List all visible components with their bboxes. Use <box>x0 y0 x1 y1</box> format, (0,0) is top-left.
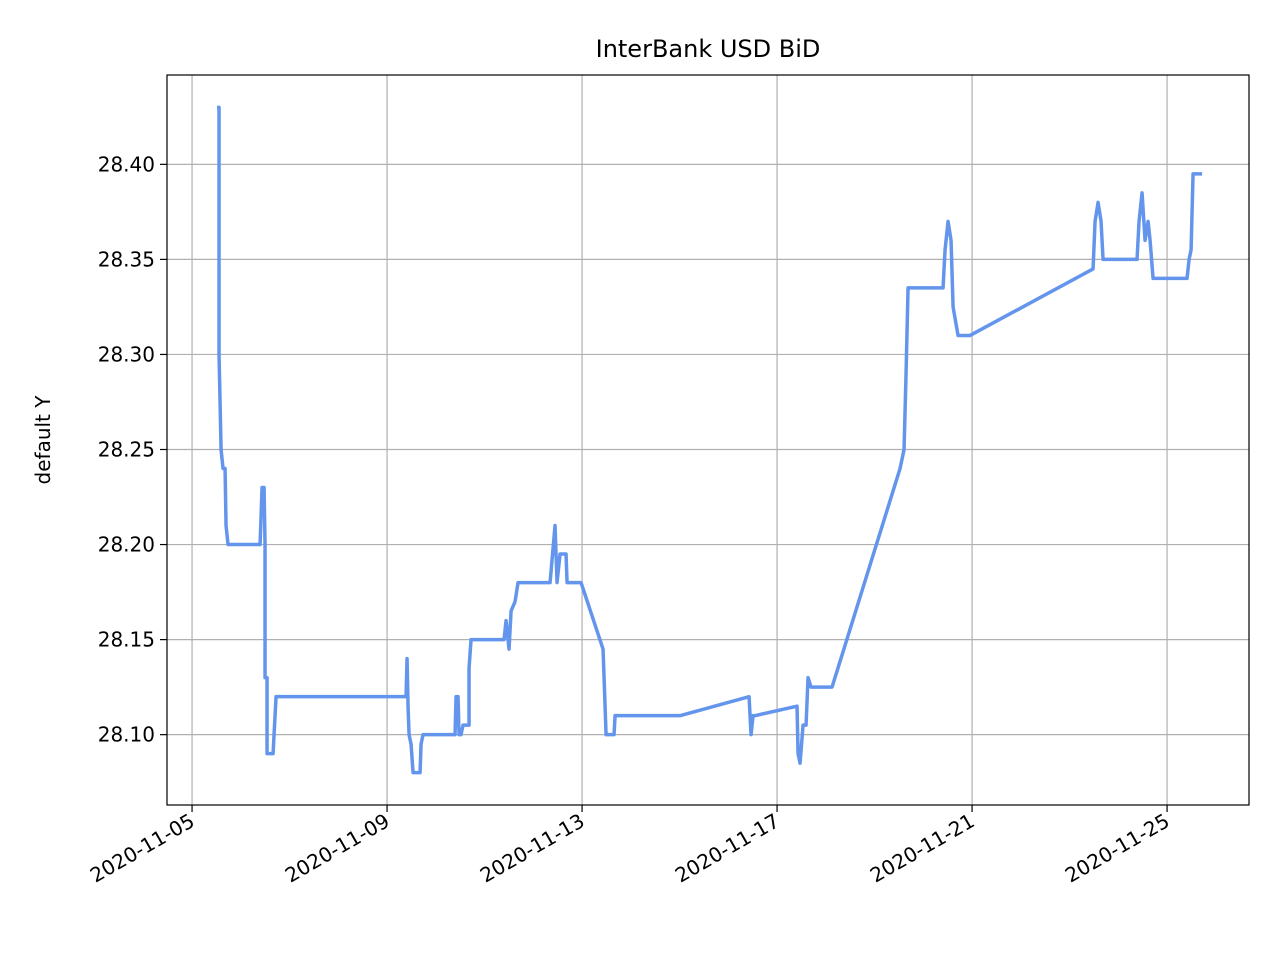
y-tick-label: 28.10 <box>98 723 155 747</box>
x-tick-label: 2020-11-09 <box>281 809 394 888</box>
x-tick-label: 2020-11-25 <box>1061 809 1174 888</box>
x-tick-label: 2020-11-17 <box>671 809 784 888</box>
x-tick-label: 2020-11-13 <box>476 809 589 888</box>
x-tick-label: 2020-11-05 <box>86 809 199 888</box>
y-tick-label: 28.20 <box>98 533 155 557</box>
chart-title: InterBank USD BiD <box>596 35 821 63</box>
axes-frame <box>166 74 1250 806</box>
y-tick-label: 28.30 <box>98 342 155 366</box>
y-axis-label: default Y <box>31 395 55 485</box>
x-tick-label: 2020-11-21 <box>866 809 979 888</box>
y-tick-label: 28.25 <box>98 438 155 462</box>
y-tick-label: 28.40 <box>98 152 155 176</box>
line-series <box>217 105 1203 775</box>
grid <box>167 75 1249 805</box>
y-tick-label: 28.35 <box>98 247 155 271</box>
y-tick-label: 28.15 <box>98 628 155 652</box>
plot-area <box>217 105 1203 775</box>
